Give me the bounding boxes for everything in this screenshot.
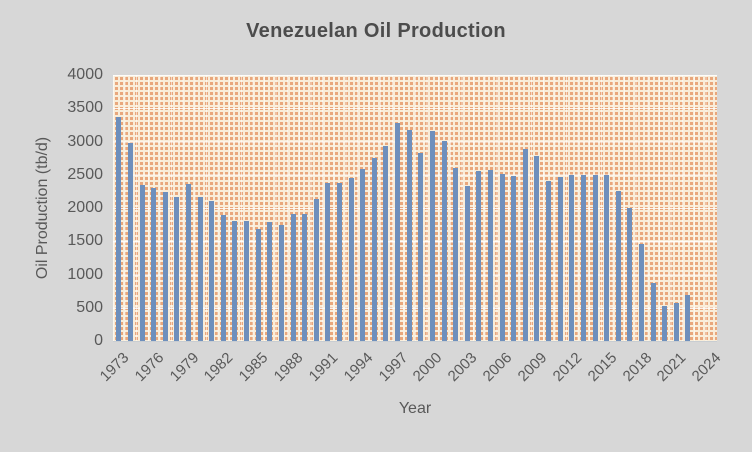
x-tick-label: 1973	[96, 349, 133, 385]
bar-2011	[557, 176, 563, 341]
y-axis-title: Oil Production (tb/d)	[34, 136, 51, 280]
bar-1978	[174, 196, 180, 341]
bar-2005	[488, 170, 493, 341]
bar-1987	[278, 224, 284, 341]
bar-1991	[325, 183, 331, 341]
bar-1994	[360, 168, 366, 341]
x-tick-label: 1985	[235, 349, 272, 385]
bar-1982	[220, 214, 226, 341]
y-tick-label: 4000	[67, 66, 103, 83]
x-tick-label: 1997	[375, 349, 411, 385]
bar-1995	[371, 158, 377, 341]
bar-1983	[232, 221, 238, 341]
x-tick-label: 1979	[166, 349, 202, 385]
y-tick-label: 3000	[67, 132, 103, 150]
bar-1984	[244, 221, 250, 341]
bar-2004	[476, 170, 482, 341]
x-tick-label: 1988	[270, 349, 307, 385]
x-tick-label: 2003	[444, 349, 481, 385]
bar-2008	[522, 148, 528, 341]
x-tick-label: 2012	[549, 349, 586, 385]
bar-1976	[151, 188, 157, 341]
x-tick-label: 1994	[340, 349, 377, 385]
bar-2006	[499, 174, 505, 341]
bar-2009	[534, 156, 540, 341]
plot-area	[113, 75, 717, 342]
bar-2000	[429, 131, 435, 341]
bar-2001	[441, 140, 447, 341]
x-tick-label: 1991	[305, 349, 342, 385]
bar-2018	[639, 243, 644, 341]
x-tick-label: 2018	[619, 349, 655, 385]
y-tick-label: 1500	[67, 232, 103, 250]
bar-1996	[383, 145, 389, 341]
bar-1986	[267, 222, 273, 341]
y-tick-label: 2500	[67, 165, 103, 183]
y-tick-label: 1000	[67, 265, 103, 283]
bar-1979	[186, 184, 191, 341]
x-tick-label: 2024	[688, 349, 725, 385]
bar-2019	[650, 283, 656, 341]
chart-title: Venezuelan Oil Production	[246, 20, 506, 42]
bar-2016	[615, 191, 621, 341]
y-tick-label: 2000	[67, 199, 103, 216]
bar-2021	[673, 303, 679, 341]
bar-1998	[406, 130, 412, 341]
y-tick-label: 500	[76, 298, 103, 316]
bar-1988	[290, 214, 296, 341]
bar-2015	[604, 175, 610, 341]
y-tick-label: 3500	[67, 99, 103, 117]
bar-2014	[592, 174, 598, 341]
bar-1977	[162, 192, 168, 341]
x-tick-label: 2009	[514, 349, 551, 385]
x-axis-title: Year	[398, 400, 432, 417]
bar-1985	[255, 229, 261, 341]
x-tick-label: 2006	[479, 349, 516, 385]
x-tick-label: 2015	[584, 349, 620, 385]
bar-1993	[348, 178, 354, 341]
bar-2017	[627, 208, 633, 341]
bar-1980	[197, 196, 203, 341]
bar-2003	[464, 185, 470, 341]
bar-1999	[418, 153, 424, 341]
x-tick-label: 1982	[201, 349, 237, 385]
bar-1974	[127, 143, 133, 341]
bar-1975	[139, 185, 145, 341]
bar-2022	[685, 295, 691, 341]
x-tick-label: 2000	[410, 349, 446, 385]
bar-2020	[662, 306, 668, 341]
bar-1981	[209, 201, 215, 341]
bar-1992	[337, 183, 342, 341]
bar-2010	[546, 181, 552, 341]
bar-1997	[395, 122, 401, 341]
x-tick-label: 1976	[131, 349, 167, 385]
bar-1990	[313, 198, 319, 341]
bar-1989	[302, 214, 308, 341]
bar-1973	[116, 117, 122, 341]
bar-2007	[511, 175, 517, 341]
y-tick-label: 0	[94, 332, 103, 349]
x-tick-label: 2021	[654, 349, 690, 385]
bar-2013	[580, 174, 586, 341]
bar-2012	[569, 175, 575, 341]
bar-2002	[453, 167, 459, 341]
